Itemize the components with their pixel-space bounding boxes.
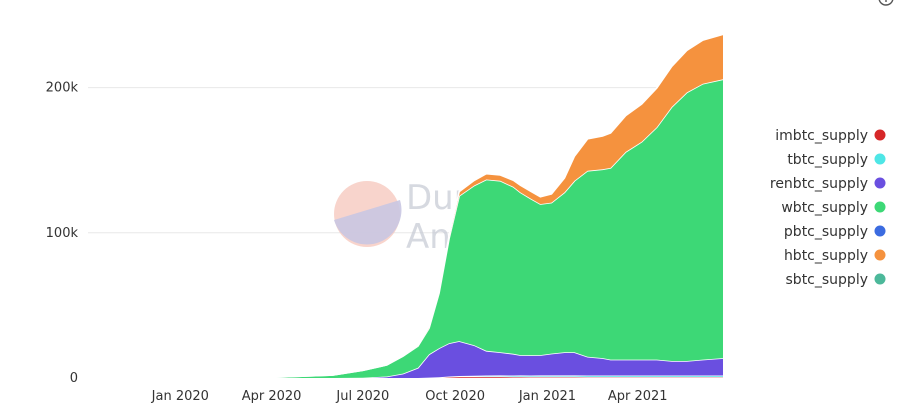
area-renbtc_supply[interactable]	[88, 341, 723, 378]
legend-label: tbtc_supply	[787, 152, 868, 168]
x-tick-label-2: Jul 2020	[335, 389, 389, 404]
legend-item-pbtc_supply[interactable]: pbtc_supply	[784, 224, 886, 240]
legend-item-sbtc_supply[interactable]: sbtc_supply	[786, 272, 886, 288]
legend-label: wbtc_supply	[781, 200, 868, 216]
stacked-areas	[88, 33, 724, 379]
watermark-logo-lower	[334, 200, 402, 245]
legend-label: hbtc_supply	[784, 248, 868, 264]
legend-item-wbtc_supply[interactable]: wbtc_supply	[781, 200, 886, 216]
x-tick-label-1: Apr 2020	[242, 389, 302, 404]
legend-item-renbtc_supply[interactable]: renbtc_supply	[770, 176, 886, 192]
x-tick-label-0: Jan 2020	[151, 389, 209, 404]
legend-label: pbtc_supply	[784, 224, 868, 240]
legend-swatch	[874, 129, 886, 141]
x-tick-label-5: Apr 2021	[608, 389, 668, 404]
legend-item-tbtc_supply[interactable]: tbtc_supply	[787, 152, 886, 168]
x-axis: Jan 2020 Apr 2020 Jul 2020 Oct 2020 Jan 2021…	[151, 389, 668, 404]
y-tick-label-2: 200k	[46, 81, 79, 96]
legend-swatch	[874, 225, 886, 237]
legend-label: sbtc_supply	[786, 272, 868, 288]
legend-item-imbtc_supply[interactable]: imbtc_supply	[775, 128, 886, 144]
settings-icon[interactable]	[878, 0, 894, 6]
legend-swatch	[874, 201, 886, 213]
y-tick-label-1: 100k	[46, 226, 79, 241]
legend-item-hbtc_supply[interactable]: hbtc_supply	[784, 248, 886, 264]
y-axis: 0 100k 200k	[46, 81, 79, 386]
legend-swatch	[874, 177, 886, 189]
area-edge-hbtc_supply	[88, 33, 724, 379]
legend-swatch	[874, 153, 886, 165]
legend-label: renbtc_supply	[770, 176, 868, 192]
legend-label: imbtc_supply	[775, 128, 868, 144]
area-wbtc_supply[interactable]	[88, 79, 723, 379]
legend-swatch	[874, 249, 886, 261]
legend: imbtc_supply tbtc_supply renbtc_supplywbtc…	[770, 128, 886, 288]
y-tick-label-0: 0	[70, 371, 78, 386]
x-tick-label-4: Jan 2021	[518, 389, 576, 404]
legend-swatch	[874, 273, 886, 285]
x-tick-label-3: Oct 2020	[425, 389, 485, 404]
